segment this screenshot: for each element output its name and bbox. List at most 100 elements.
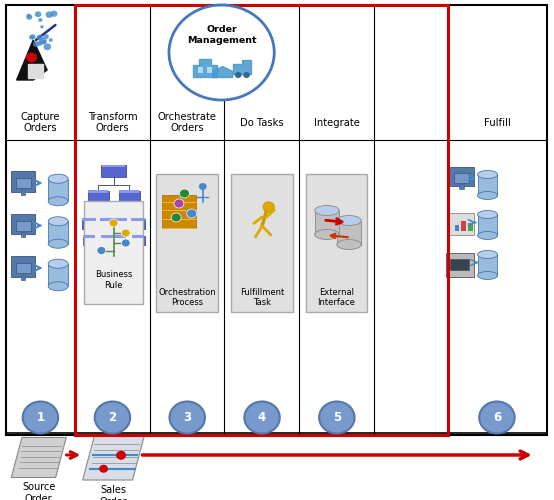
FancyBboxPatch shape bbox=[11, 214, 35, 234]
Text: Business
Rule: Business Rule bbox=[95, 270, 132, 289]
Text: Orchestration
Process: Orchestration Process bbox=[158, 288, 216, 307]
FancyBboxPatch shape bbox=[6, 5, 547, 435]
FancyBboxPatch shape bbox=[16, 263, 31, 273]
Circle shape bbox=[243, 72, 250, 78]
FancyBboxPatch shape bbox=[131, 218, 145, 228]
FancyBboxPatch shape bbox=[450, 259, 469, 270]
Circle shape bbox=[33, 41, 39, 47]
Circle shape bbox=[97, 246, 106, 254]
Circle shape bbox=[179, 189, 189, 198]
FancyBboxPatch shape bbox=[461, 221, 466, 231]
Circle shape bbox=[319, 402, 355, 434]
Circle shape bbox=[99, 465, 108, 473]
Circle shape bbox=[171, 213, 181, 222]
FancyBboxPatch shape bbox=[100, 218, 114, 220]
Circle shape bbox=[263, 202, 274, 212]
Circle shape bbox=[109, 219, 118, 227]
Circle shape bbox=[169, 5, 274, 100]
Circle shape bbox=[121, 229, 130, 237]
FancyBboxPatch shape bbox=[48, 264, 68, 286]
FancyBboxPatch shape bbox=[83, 236, 96, 244]
Text: Capture
Orders: Capture Orders bbox=[20, 112, 60, 134]
Polygon shape bbox=[28, 64, 43, 78]
Polygon shape bbox=[17, 40, 47, 80]
Ellipse shape bbox=[48, 259, 68, 268]
Circle shape bbox=[479, 402, 515, 434]
FancyBboxPatch shape bbox=[156, 174, 218, 312]
Circle shape bbox=[199, 183, 207, 190]
Circle shape bbox=[45, 12, 53, 18]
Circle shape bbox=[43, 34, 49, 39]
Circle shape bbox=[26, 14, 32, 20]
Text: Orchestrate
Orders: Orchestrate Orders bbox=[158, 112, 217, 134]
FancyBboxPatch shape bbox=[315, 210, 339, 234]
FancyBboxPatch shape bbox=[454, 174, 469, 182]
Text: Do Tasks: Do Tasks bbox=[240, 118, 284, 128]
Circle shape bbox=[35, 12, 42, 17]
FancyBboxPatch shape bbox=[101, 235, 113, 238]
Circle shape bbox=[244, 402, 280, 434]
Text: External
Interface: External Interface bbox=[317, 288, 356, 307]
FancyBboxPatch shape bbox=[337, 220, 361, 244]
Ellipse shape bbox=[478, 192, 497, 200]
Circle shape bbox=[42, 40, 47, 44]
Text: Fulfillment
Task: Fulfillment Task bbox=[240, 288, 284, 307]
Text: Transform
Orders: Transform Orders bbox=[88, 112, 137, 134]
Circle shape bbox=[187, 209, 197, 218]
Text: 4: 4 bbox=[258, 411, 266, 424]
FancyBboxPatch shape bbox=[478, 214, 497, 236]
Circle shape bbox=[30, 34, 35, 40]
FancyBboxPatch shape bbox=[88, 190, 109, 202]
Ellipse shape bbox=[478, 210, 497, 218]
FancyBboxPatch shape bbox=[21, 190, 25, 194]
FancyBboxPatch shape bbox=[446, 253, 474, 277]
FancyBboxPatch shape bbox=[207, 66, 212, 72]
FancyBboxPatch shape bbox=[81, 218, 96, 228]
FancyBboxPatch shape bbox=[198, 66, 203, 72]
Polygon shape bbox=[83, 435, 145, 480]
FancyBboxPatch shape bbox=[21, 232, 25, 237]
Circle shape bbox=[49, 38, 53, 42]
Ellipse shape bbox=[48, 174, 68, 183]
Text: 2: 2 bbox=[109, 411, 116, 424]
FancyBboxPatch shape bbox=[131, 218, 145, 220]
Ellipse shape bbox=[315, 206, 339, 216]
Circle shape bbox=[44, 44, 51, 50]
Text: 5: 5 bbox=[333, 411, 341, 424]
FancyBboxPatch shape bbox=[114, 235, 126, 238]
Ellipse shape bbox=[48, 282, 68, 291]
Circle shape bbox=[116, 451, 126, 460]
FancyBboxPatch shape bbox=[455, 225, 459, 231]
Ellipse shape bbox=[337, 216, 361, 226]
Circle shape bbox=[38, 18, 43, 22]
FancyBboxPatch shape bbox=[102, 164, 125, 167]
FancyBboxPatch shape bbox=[11, 172, 35, 192]
FancyBboxPatch shape bbox=[468, 223, 473, 231]
Circle shape bbox=[26, 52, 37, 62]
FancyBboxPatch shape bbox=[119, 190, 140, 202]
FancyBboxPatch shape bbox=[231, 174, 293, 312]
FancyBboxPatch shape bbox=[48, 221, 68, 244]
FancyBboxPatch shape bbox=[112, 218, 127, 228]
Polygon shape bbox=[233, 60, 251, 74]
Ellipse shape bbox=[48, 217, 68, 226]
Text: Integrate: Integrate bbox=[314, 118, 360, 128]
Text: Source
Order: Source Order bbox=[22, 482, 55, 500]
FancyBboxPatch shape bbox=[449, 167, 474, 186]
Ellipse shape bbox=[478, 250, 497, 258]
FancyBboxPatch shape bbox=[478, 174, 497, 196]
Text: Order
Management: Order Management bbox=[187, 26, 257, 44]
FancyBboxPatch shape bbox=[131, 236, 145, 244]
Circle shape bbox=[27, 14, 31, 18]
FancyBboxPatch shape bbox=[459, 184, 464, 188]
Text: 6: 6 bbox=[493, 411, 501, 424]
Circle shape bbox=[50, 10, 58, 17]
Circle shape bbox=[37, 40, 43, 46]
FancyBboxPatch shape bbox=[132, 235, 144, 238]
Ellipse shape bbox=[315, 230, 339, 239]
FancyBboxPatch shape bbox=[101, 165, 126, 177]
Polygon shape bbox=[213, 66, 233, 78]
FancyBboxPatch shape bbox=[100, 236, 114, 244]
Polygon shape bbox=[11, 438, 66, 478]
Circle shape bbox=[174, 199, 184, 208]
